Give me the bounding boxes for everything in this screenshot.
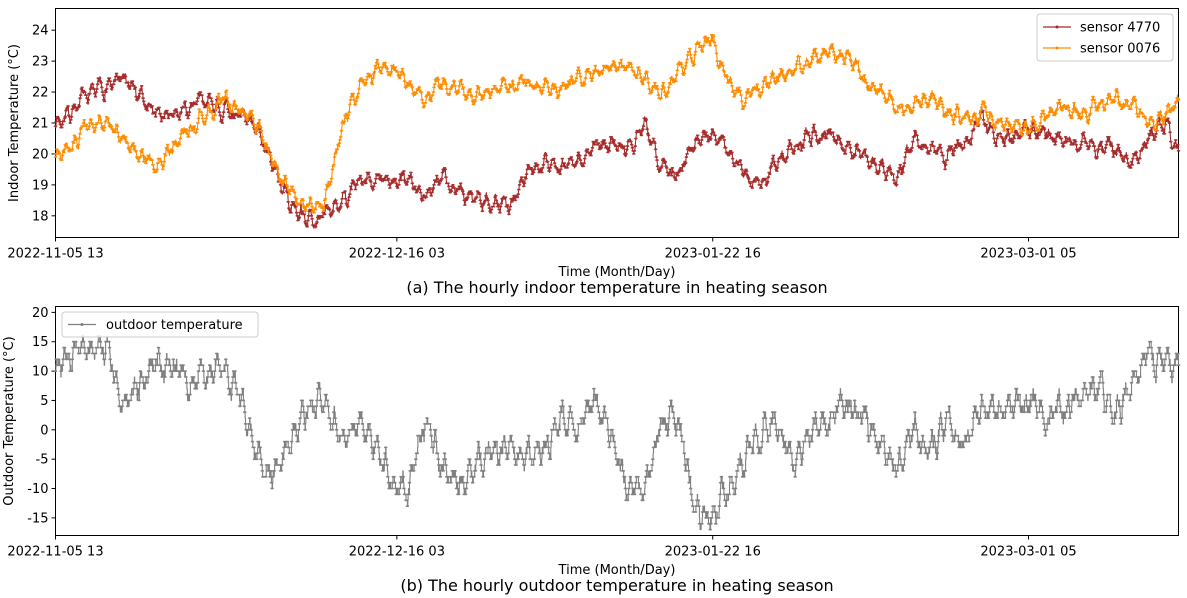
- panel-a-series-markers-sensor-0076: [53, 33, 1181, 214]
- panel-a-indoor: 18 19 20 21 22 23 24 2022-11-05 13 2022-12-16 03…: [7, 8, 1181, 297]
- panel-b-ytick-label-10: 10: [32, 365, 49, 380]
- panel-a-caption: (a) The hourly indoor temperature in hea…: [406, 278, 827, 297]
- panel-b-caption: (b) The hourly outdoor temperature in he…: [400, 576, 833, 595]
- panel-b-ytick-label-20: 20: [32, 306, 49, 321]
- panel-a-ytick-label-23: 23: [32, 55, 49, 70]
- panel-a-xtick-label-2: 2023-01-22 16: [665, 247, 761, 262]
- panel-a-ytick-label-21: 21: [32, 117, 49, 132]
- panel-b-legend-box: [61, 311, 259, 338]
- legend-marker-sensor-0076: [1055, 46, 1059, 50]
- panel-a-xlabel: Time (Month/Day): [558, 265, 676, 280]
- panel-b-xlabel: Time (Month/Day): [558, 563, 676, 578]
- panel-a-xtick-label-0: 2022-11-05 13: [7, 247, 103, 262]
- panel-b-series: [53, 335, 1181, 531]
- panel-a-ytick-label-22: 22: [32, 86, 49, 101]
- legend-label-outdoor-temperature: outdoor temperature: [106, 318, 243, 333]
- panel-a-ytick-label-24: 24: [32, 24, 49, 39]
- panel-b-xtick-label-1: 2022-12-16 03: [349, 545, 445, 560]
- panel-a-xtick-label-1: 2022-12-16 03: [349, 247, 445, 262]
- panel-a-legend-box: [1036, 13, 1174, 62]
- panel-b-ytick-label-15: -15: [27, 511, 48, 526]
- panel-b-ticks: -15 -10 -5 0 5 10 15 20 2022-11-05 13 2022-12-16 …: [7, 306, 1076, 560]
- panel-a-series-markers-sensor-4770: [53, 72, 1181, 228]
- panel-b-legend: outdoor temperature: [61, 311, 259, 338]
- panel-b-xtick-label-2: 2023-01-22 16: [665, 545, 761, 560]
- panel-a-legend: sensor 4770 sensor 0076: [1036, 13, 1174, 62]
- legend-label-sensor-4770: sensor 4770: [1080, 21, 1160, 36]
- panel-a-ytick-label-19: 19: [32, 178, 49, 193]
- panel-a-xtick-label-3: 2023-03-01 05: [980, 247, 1076, 262]
- legend-marker-sensor-4770: [1055, 25, 1059, 29]
- panel-b-plot-frame: [55, 306, 1179, 536]
- panel-a-ytick-label-18: 18: [32, 209, 49, 224]
- panel-b-ytick-label-10: -10: [27, 482, 48, 497]
- panel-b-xtick-label-0: 2022-11-05 13: [7, 545, 103, 560]
- legend-label-sensor-0076: sensor 0076: [1080, 42, 1160, 57]
- panel-b-series-markers-outdoor-temperature: [53, 335, 1181, 531]
- panel-a-series: [53, 33, 1181, 229]
- panel-b-outdoor: -15 -10 -5 0 5 10 15 20 2022-11-05 13 2022-12-16 …: [2, 306, 1181, 595]
- panel-b-ylabel: Outdoor Temperature (°C): [2, 336, 17, 505]
- panel-b-ytick-label-0: 0: [40, 423, 48, 438]
- panel-b-ytick-label-5: -5: [36, 453, 49, 468]
- legend-marker-outdoor-temperature: [80, 323, 84, 326]
- panel-a-ylabel: Indoor Temperature (°C): [7, 44, 22, 202]
- panel-b-ytick-label-15: 15: [32, 335, 49, 350]
- panel-a-ytick-label-20: 20: [32, 147, 49, 162]
- panel-a-ticks: 18 19 20 21 22 23 24 2022-11-05 13 2022-12-16 03…: [7, 24, 1076, 262]
- panel-b-ytick-label-5: 5: [40, 394, 48, 409]
- panel-b-xtick-label-3: 2023-03-01 05: [980, 545, 1076, 560]
